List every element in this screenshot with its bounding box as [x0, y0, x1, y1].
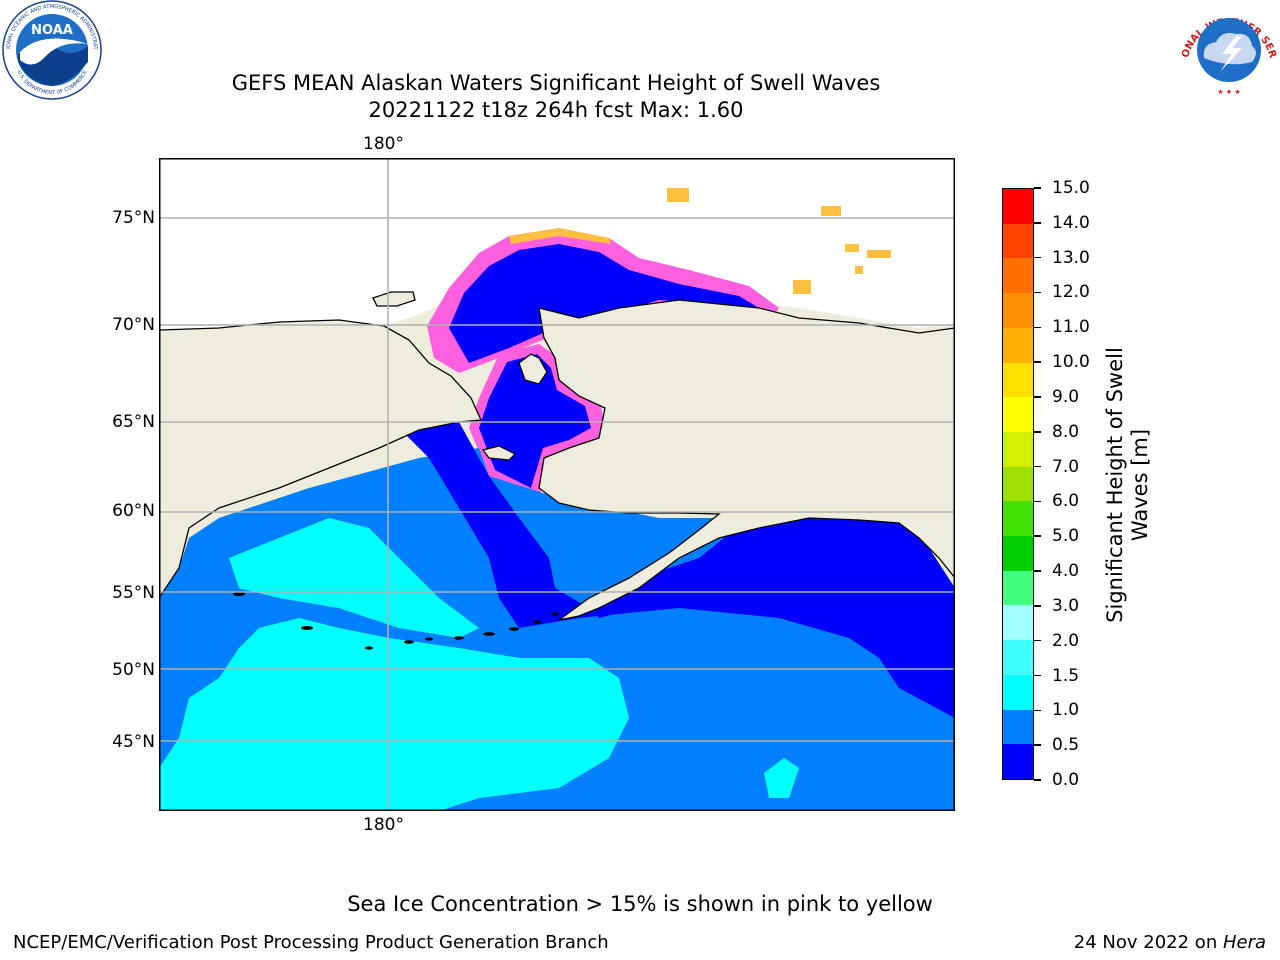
colorbar-segment	[1003, 431, 1033, 467]
st-lawrence-island	[481, 445, 517, 461]
lat-label-50: 50°N	[112, 660, 155, 680]
colorbar-tick-label: 13.0	[1052, 247, 1090, 268]
cyan-swell-north	[229, 518, 479, 638]
colorbar-tick-mark	[1034, 500, 1041, 503]
sea-ice-note: Sea Ice Concentration > 15% is shown in …	[347, 892, 933, 916]
chart-title: GEFS MEAN Alaskan Waters Significant Hei…	[231, 71, 881, 95]
colorbar-tick-label: 15.0	[1052, 178, 1090, 198]
colorbar-tick-mark	[1034, 570, 1041, 572]
colorbar-tick-label: 1.0	[1052, 700, 1080, 721]
cyan-swell-region	[160, 618, 629, 810]
colorbar-tick-mark	[1034, 431, 1041, 433]
colorbar-segment	[1003, 257, 1033, 294]
lat-label-55: 55°N	[112, 583, 155, 603]
colorbar-tick-mark	[1034, 709, 1041, 712]
alaska-mainland	[538, 299, 954, 621]
lat-label-60: 60°N	[112, 501, 155, 521]
colorbar-tick-mark	[1034, 326, 1041, 329]
colorbar-segment	[1003, 743, 1033, 779]
colorbar-tick-mark	[1034, 744, 1041, 746]
colorbar-tick-label: 4.0	[1052, 561, 1080, 582]
colorbar-segment	[1003, 500, 1033, 537]
lon-label-top: 180°	[363, 134, 404, 154]
colorbar-tick-mark	[1034, 465, 1041, 468]
colorbar-tick-mark	[1034, 535, 1041, 537]
noaa-text: NOAA	[31, 23, 73, 38]
colorbar-segment	[1003, 709, 1033, 745]
colorbar-tick-mark	[1034, 222, 1041, 224]
colorbar-tick-label: 2.0	[1052, 630, 1080, 651]
gulf-of-alaska	[589, 516, 954, 678]
colorbar-tick-mark	[1034, 779, 1041, 781]
map-frame	[159, 158, 955, 811]
colorbar-tick-mark	[1034, 396, 1041, 398]
colorbar-tick-mark	[1034, 361, 1041, 363]
colorbar	[1002, 188, 1034, 780]
colorbar-segment	[1003, 396, 1033, 432]
colorbar-tick-mark	[1034, 639, 1041, 642]
wrangel-island	[372, 291, 416, 307]
chukchi-sea	[449, 244, 759, 363]
colorbar-segment	[1003, 535, 1033, 571]
colorbar-title-line1: Significant Height of Swell	[1103, 347, 1127, 623]
colorbar-segment	[1003, 570, 1033, 606]
colorbar-segment	[1003, 604, 1033, 641]
chukotka-landmass	[160, 319, 482, 598]
chart-subtitle: 20221122 t18z 264h fcst Max: 1.60	[368, 98, 744, 122]
footer-host: Hera	[1222, 932, 1266, 953]
colorbar-tick-label: 14.0	[1052, 212, 1090, 233]
nws-stars: ★ ★ ★	[1217, 88, 1240, 96]
colorbar-tick-label: 8.0	[1052, 421, 1080, 442]
colorbar-segment	[1003, 188, 1033, 224]
colorbar-segment	[1003, 674, 1033, 710]
colorbar-tick-mark	[1034, 605, 1041, 607]
colorbar-tick-label: 3.0	[1052, 595, 1080, 616]
footer-branch: NCEP/EMC/Verification Post Processing Pr…	[13, 932, 609, 953]
colorbar-tick-mark	[1034, 291, 1041, 294]
colorbar-tick-label: 0.0	[1052, 770, 1080, 790]
colorbar-tick-label: 5.0	[1052, 526, 1080, 547]
colorbar-segment	[1003, 466, 1033, 502]
map-panel	[159, 158, 955, 811]
colorbar-segment	[1003, 223, 1033, 259]
colorbar-tick-label: 11.0	[1052, 317, 1090, 338]
colorbar-tick-label: 0.5	[1052, 735, 1080, 756]
footer-date: 24 Nov 2022 on Hera	[1074, 932, 1266, 954]
cyan-swell-patch	[764, 758, 799, 798]
footer-date-text: 24 Nov 2022 on	[1073, 932, 1223, 953]
sea-ice-patches	[667, 188, 891, 294]
colorbar-segment	[1003, 292, 1033, 328]
colorbar-tick-label: 12.0	[1052, 282, 1090, 303]
colorbar-tick-label: 9.0	[1052, 386, 1080, 407]
colorbar-tick-label: 10.0	[1052, 352, 1090, 373]
lat-label-45: 45°N	[112, 732, 155, 752]
lat-label-75: 75°N	[112, 208, 155, 228]
chukchi-ice-yellow	[509, 228, 611, 244]
noaa-logo: NATIONAL OCEANIC AND ATMOSPHERIC ADMINIS…	[0, 0, 102, 100]
graticule	[160, 159, 954, 810]
colorbar-tick-mark	[1034, 674, 1041, 677]
lat-label-65: 65°N	[112, 412, 155, 432]
colorbar-tick-mark	[1034, 256, 1041, 259]
seward-peninsula	[518, 353, 548, 385]
colorbar-tick-label: 6.0	[1052, 491, 1080, 512]
colorbar-tick-label: 1.5	[1052, 665, 1080, 686]
lat-label-70: 70°N	[112, 315, 155, 335]
lon-label-bottom: 180°	[363, 815, 404, 835]
colorbar-segment	[1003, 639, 1033, 675]
colorbar-segment	[1003, 362, 1033, 398]
aleutian-islands	[233, 592, 559, 650]
colorbar-tick-label: 7.0	[1052, 456, 1080, 477]
nws-logo: NATIONAL WEATHER SERVICE ★ ★ ★	[1178, 0, 1278, 98]
colorbar-title-line2: Waves [m]	[1128, 428, 1152, 542]
colorbar-segment	[1003, 327, 1033, 363]
colorbar-tick-mark	[1034, 187, 1041, 189]
